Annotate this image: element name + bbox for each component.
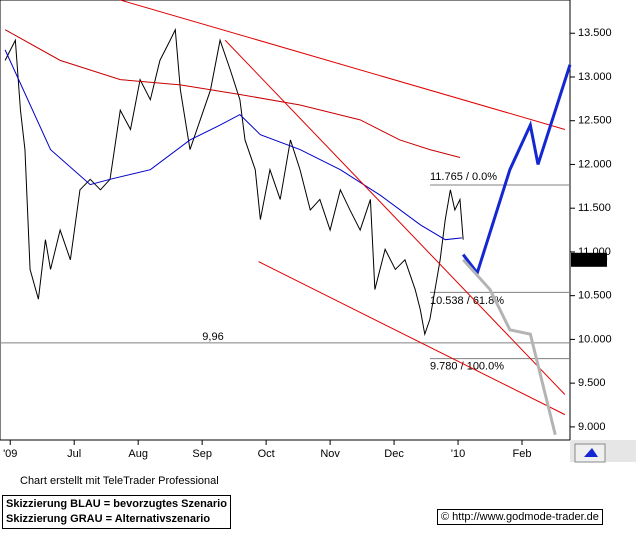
x-tick-label: '10 [451,448,465,460]
last-price-label: 10.910 [574,254,608,266]
x-tick-label: Feb [513,448,532,460]
series-line [462,258,557,436]
level-label: 10.538 / 61.8% [430,295,504,307]
series-line [4,27,464,337]
plot-frame [0,0,571,441]
source[interactable]: © http://www.godmode-trader.de [437,509,603,525]
x-tick-label: '09 [3,448,17,460]
y-tick-label: 9.000 [578,421,606,433]
y-tick-label: 12.000 [578,158,612,170]
y-tick-label: 10.500 [578,290,612,302]
legend-notes: Skizzierung BLAU = bevorzugtes Szenario … [2,495,231,529]
level-label: 9.780 / 100.0% [430,361,504,373]
series-line [120,0,566,130]
series-line [224,39,566,395]
x-tick-label: Sep [192,448,212,460]
series-line [4,29,461,158]
series-line [461,64,572,277]
series-line [258,261,566,416]
y-tick-label: 13.500 [578,27,612,39]
x-tick-label: Nov [320,448,340,460]
x-tick-label: Dec [384,448,404,460]
y-tick-label: 11.500 [578,202,611,214]
credit: Chart erstellt mit TeleTrader Profession… [20,475,219,487]
y-tick-label: 12.500 [578,115,612,127]
chart: 9.0009.50010.00010.50011.00011.50012.000… [0,0,636,463]
note: Skizzierung BLAU = bevorzugtes Szenario [6,498,227,510]
button-icon[interactable] [584,448,598,457]
y-tick-label: 9.500 [578,377,606,389]
x-tick-label: Oct [258,448,275,460]
last-price-box [571,252,607,267]
x-tick-label: Jul [67,448,81,460]
y-tick-label: 13.000 [578,71,612,83]
level-label: 11.765 / 0.0% [430,171,497,183]
series-line [4,49,462,241]
y-tick-label: 10.000 [578,333,612,345]
x-tick-label: Aug [128,448,148,460]
corner-button[interactable] [574,443,606,463]
note: Skizzierung GRAU = Alternativszenario [6,513,211,525]
level-label: 9,96 [202,331,223,343]
